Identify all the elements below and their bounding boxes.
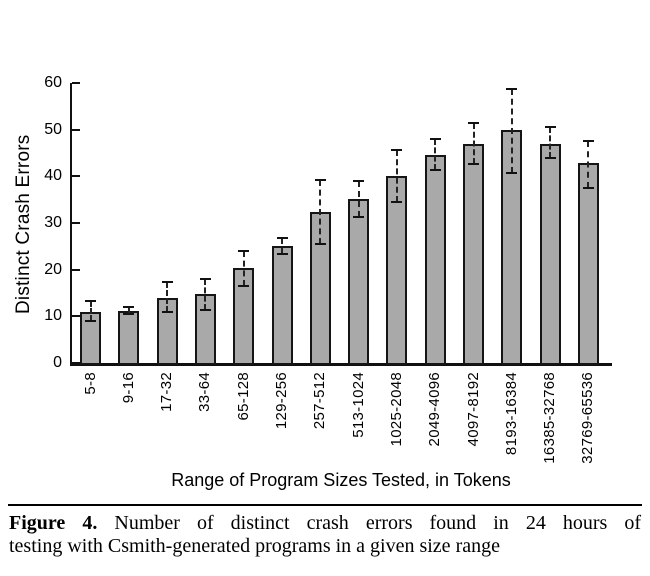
x-axis-title: Range of Program Sizes Tested, in Tokens (171, 470, 511, 490)
error-bar-cap-top (429, 138, 441, 140)
y-tick-mark (72, 175, 80, 178)
error-bar-line (166, 281, 169, 312)
error-bar-cap-bottom (353, 216, 365, 219)
y-tick-label: 40 (44, 167, 62, 185)
x-tick-label: 9-16 (119, 372, 137, 404)
bar (118, 310, 140, 365)
error-bar-cap-bottom (161, 310, 173, 313)
error-bar-cap-bottom (506, 171, 518, 174)
x-tick-label: 257-512 (311, 372, 329, 430)
error-bar-cap-top (582, 139, 594, 142)
bar (539, 143, 561, 365)
y-axis-line (70, 83, 72, 366)
x-tick-label: 8193-16384 (502, 372, 520, 456)
error-bar-cap-top (391, 148, 403, 151)
y-tick-label: 10 (44, 307, 62, 325)
x-tick-label: 32769-65536 (579, 372, 597, 464)
error-bar-cap-bottom (199, 308, 211, 311)
x-tick-label: 4097-8192 (464, 372, 482, 447)
y-tick-mark (72, 268, 80, 271)
error-bar-line (510, 88, 513, 173)
bar (348, 198, 370, 365)
bar (386, 176, 408, 365)
error-bar-line (395, 149, 398, 202)
caption-figure-label: Figure 4. (9, 512, 98, 534)
error-bar-cap-top (199, 278, 211, 281)
error-bar-line (319, 180, 322, 244)
bar (463, 143, 484, 365)
x-tick-label: 129-256 (273, 372, 290, 430)
x-tick-label: 17-32 (158, 372, 176, 412)
error-bar-cap-top (314, 179, 326, 182)
error-bar-cap-bottom (85, 320, 96, 322)
error-bar-line (434, 139, 437, 170)
x-axis-line (70, 363, 612, 366)
error-bar-line (242, 251, 245, 286)
x-tick-label: 33-64 (196, 372, 214, 412)
y-tick-mark (72, 222, 80, 224)
x-tick-label: 5-8 (81, 372, 99, 395)
y-tick-mark (72, 362, 80, 364)
error-bar-cap-bottom (429, 168, 441, 171)
error-bar-cap-top (468, 122, 479, 125)
error-bar-cap-top (544, 125, 556, 128)
caption-line-1: Figure 4. Number of distinct crash error… (9, 512, 641, 535)
y-tick-label: 30 (44, 214, 62, 231)
x-tick-label: 16385-32768 (541, 372, 559, 464)
y-tick-label: 0 (53, 354, 62, 371)
caption-line-2: testing with Csmith-generated programs i… (9, 535, 500, 557)
x-tick-label: 65-128 (234, 372, 252, 421)
error-bar-cap-top (85, 299, 96, 302)
y-tick-label: 60 (44, 74, 62, 91)
x-tick-label: 513-1024 (349, 372, 367, 438)
error-bar-cap-bottom (391, 201, 403, 203)
error-bar-cap-top (123, 306, 135, 309)
error-bar-line (127, 307, 130, 315)
x-tick-label: 1025-2048 (387, 372, 405, 447)
y-tick-label: 50 (44, 120, 62, 138)
figure-caption: Figure 4. Number of distinct crash error… (9, 512, 641, 558)
error-bar-line (281, 237, 283, 255)
error-bar-cap-bottom (276, 253, 288, 256)
bar (271, 246, 293, 365)
error-bar-line (472, 123, 475, 165)
error-bar-line (89, 300, 92, 321)
error-bar-cap-bottom (582, 187, 594, 189)
error-bar-cap-top (353, 180, 365, 182)
error-bar-line (204, 279, 207, 310)
error-bar-cap-top (238, 250, 250, 252)
bar (577, 163, 599, 365)
error-bar-cap-top (276, 236, 288, 239)
error-bar-line (549, 126, 552, 158)
error-bar-cap-bottom (468, 163, 479, 166)
error-bar-cap-top (506, 87, 518, 90)
y-tick-mark (72, 82, 80, 84)
y-tick-label: 20 (44, 260, 62, 278)
y-tick-mark (72, 128, 80, 131)
y-tick-mark (72, 315, 80, 318)
error-bar-cap-bottom (544, 156, 556, 159)
caption-line-1-text: Number of distinct crash errors found in… (114, 512, 642, 534)
error-bar-cap-bottom (123, 313, 135, 316)
x-tick-label: 2049-4096 (426, 372, 444, 447)
error-bar-cap-top (161, 280, 173, 283)
error-bar-line (587, 140, 590, 188)
error-bar-cap-bottom (238, 285, 250, 287)
error-bar-cap-bottom (314, 242, 326, 245)
caption-divider (8, 504, 642, 506)
error-bar-line (357, 181, 360, 218)
bar (424, 154, 446, 365)
